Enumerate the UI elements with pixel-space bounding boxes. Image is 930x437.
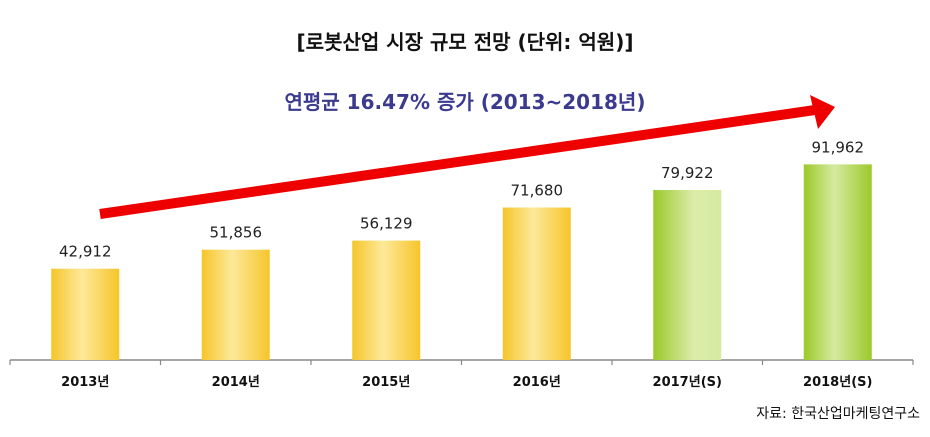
data-label: 42,912 bbox=[59, 243, 112, 261]
bar bbox=[201, 249, 270, 360]
bar bbox=[352, 240, 421, 360]
x-tick-label: 2015년 bbox=[362, 375, 410, 390]
growth-annotation: 연평균 16.47% 증가 (2013~2018년) bbox=[284, 90, 646, 114]
data-label: 51,856 bbox=[210, 224, 263, 242]
bar bbox=[51, 268, 120, 360]
bar bbox=[653, 189, 722, 360]
data-label: 71,680 bbox=[511, 182, 564, 200]
trend-arrow-shaft bbox=[99, 105, 816, 219]
x-tick-label: 2018년(S) bbox=[803, 375, 872, 390]
data-label: 56,129 bbox=[360, 215, 413, 233]
x-tick-label: 2017년(S) bbox=[653, 375, 722, 390]
source-note: 자료: 한국산업마케팅연구소 bbox=[756, 406, 920, 422]
x-tick-label: 2013년 bbox=[61, 375, 109, 390]
chart-title: [로봇산업 시장 규모 전망 (단위: 억원)] bbox=[296, 30, 634, 54]
data-label: 79,922 bbox=[661, 164, 714, 182]
bar bbox=[502, 207, 571, 360]
trend-arrow-head-icon bbox=[810, 95, 835, 129]
x-tick-label: 2016년 bbox=[513, 375, 561, 390]
x-tick-label: 2014년 bbox=[212, 375, 260, 390]
bar bbox=[803, 164, 872, 360]
data-label: 91,962 bbox=[812, 138, 865, 156]
